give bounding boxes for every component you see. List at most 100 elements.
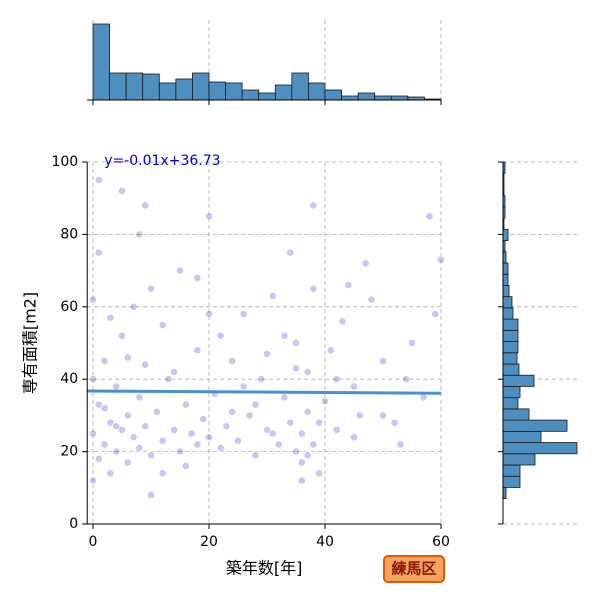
- x-tick-label: 40: [316, 534, 334, 550]
- hist-bar: [502, 475, 521, 488]
- point: [205, 310, 213, 318]
- hist-bar: [502, 285, 510, 298]
- point: [170, 368, 179, 376]
- point: [158, 320, 167, 329]
- hist-bar: [175, 78, 193, 101]
- hist-bar: [142, 73, 160, 101]
- hist-bar: [92, 23, 110, 101]
- y-tick-label: 20: [60, 444, 78, 460]
- point: [309, 201, 318, 210]
- hist-bar: [502, 307, 514, 320]
- hist-bar: [192, 72, 210, 101]
- point: [89, 476, 97, 485]
- point: [170, 425, 179, 434]
- point: [129, 302, 138, 311]
- point: [344, 281, 353, 289]
- point: [292, 364, 300, 373]
- badge: 練馬区: [383, 555, 445, 583]
- x-tick-label: 0: [89, 534, 98, 550]
- hist-bar: [502, 341, 519, 354]
- point: [251, 451, 260, 460]
- hist-bar: [502, 408, 530, 421]
- point: [263, 425, 271, 434]
- point: [309, 440, 318, 449]
- point: [123, 353, 132, 362]
- point: [100, 440, 109, 449]
- hist-bar: [502, 374, 535, 387]
- point: [176, 447, 184, 456]
- hist-bar: [341, 95, 359, 101]
- hist-bar: [502, 464, 521, 477]
- y-tick-label: 80: [60, 226, 78, 242]
- hist-bar: [208, 81, 226, 101]
- point: [135, 230, 144, 239]
- point: [141, 422, 150, 431]
- point: [286, 248, 295, 257]
- point: [303, 451, 312, 460]
- point: [402, 375, 411, 384]
- y-tick-label: 40: [60, 371, 78, 387]
- point: [216, 331, 225, 340]
- x-axis-label: 築年数[年]: [226, 559, 303, 578]
- point: [239, 310, 248, 318]
- point: [257, 375, 266, 384]
- point: [158, 469, 167, 478]
- point: [118, 187, 126, 195]
- point: [303, 407, 312, 416]
- point: [286, 418, 295, 427]
- hist-bar: [225, 82, 243, 101]
- point: [147, 284, 155, 293]
- hist-bar: [502, 397, 519, 410]
- hist-bar: [502, 442, 578, 455]
- hist-bar: [158, 82, 177, 101]
- point: [147, 491, 155, 499]
- point: [431, 310, 440, 318]
- hist-bar: [324, 89, 342, 101]
- point: [94, 248, 103, 257]
- point: [355, 411, 364, 420]
- point: [193, 440, 202, 449]
- hist-bar: [390, 95, 409, 101]
- y-tick-label: 100: [51, 154, 78, 170]
- point: [141, 201, 150, 210]
- point: [379, 357, 387, 365]
- point: [280, 393, 289, 402]
- point: [396, 440, 405, 449]
- point: [419, 393, 428, 402]
- point: [332, 375, 341, 384]
- point: [112, 382, 121, 391]
- point: [106, 418, 115, 427]
- point: [193, 273, 202, 282]
- point: [193, 346, 202, 355]
- point: [239, 382, 248, 391]
- hist-bar: [374, 95, 392, 101]
- point: [390, 418, 399, 427]
- point: [112, 422, 121, 431]
- point: [118, 425, 126, 434]
- point: [112, 447, 121, 456]
- hist-bar: [502, 296, 513, 309]
- point: [315, 469, 324, 478]
- x-tick-label: 60: [432, 534, 450, 550]
- point: [164, 375, 173, 384]
- hist-bar: [502, 262, 509, 275]
- hist-bar: [502, 386, 521, 399]
- hist-bar: [502, 318, 519, 331]
- point: [100, 404, 109, 413]
- point: [245, 411, 254, 420]
- hist-bar: [241, 89, 260, 101]
- point: [199, 415, 208, 423]
- point: [408, 339, 416, 347]
- hist-bar: [502, 329, 519, 342]
- point: [350, 433, 358, 442]
- point: [222, 422, 231, 431]
- point: [332, 425, 341, 434]
- hist-bar: [502, 228, 509, 241]
- point: [297, 429, 306, 438]
- hist-bar: [258, 92, 276, 101]
- point: [292, 339, 300, 347]
- point: [158, 436, 167, 445]
- hist-bar: [109, 72, 127, 101]
- point: [118, 331, 126, 340]
